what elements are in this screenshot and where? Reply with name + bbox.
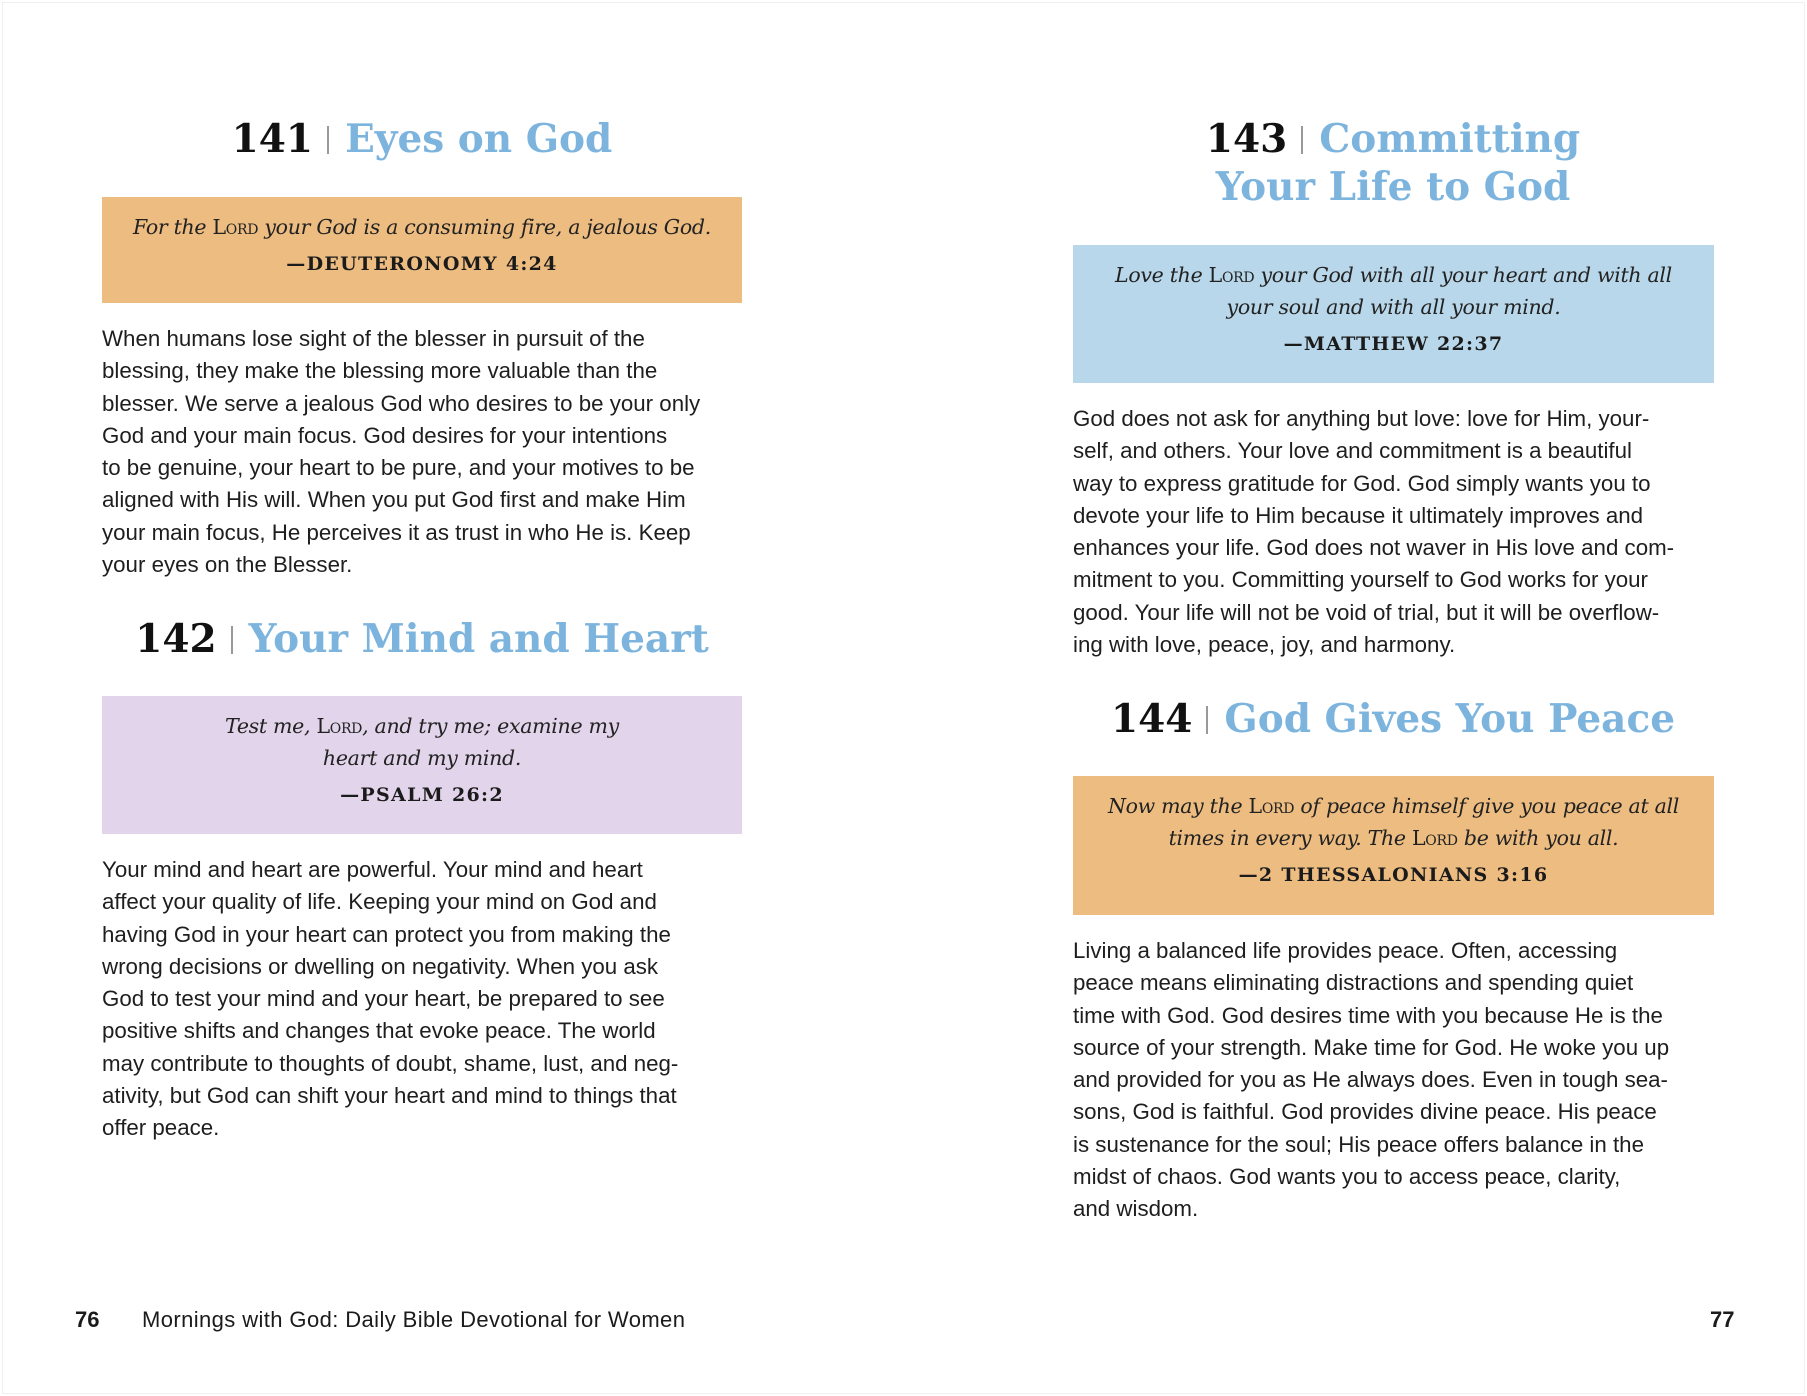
body-line: blesser. We serve a jealous God who desi… (102, 390, 701, 416)
body-line: ativity, but God can shift your heart an… (102, 1083, 677, 1109)
body-line: way to express gratitude for God. God si… (1073, 470, 1651, 496)
quote-text: For the (133, 215, 213, 239)
quote-lord: Lord (316, 714, 363, 738)
page-number-left: 76 (75, 1307, 100, 1332)
scripture-reference: —MATTHEW 22:37 (1283, 333, 1504, 355)
body-line: source of your strength. Make time for G… (1073, 1034, 1670, 1060)
entry-title: Committing (1319, 116, 1581, 162)
entry-body: Your mind and heart are powerful. Your m… (102, 854, 678, 1145)
divider (1206, 706, 1209, 734)
scripture-quote: Test me, Lord, and try me; examine my he… (102, 710, 742, 774)
body-line: God to test your mind and your heart, be… (102, 986, 665, 1012)
entry-title: Eyes on God (345, 116, 613, 162)
body-line: midst of chaos. God wants you to access … (1073, 1164, 1621, 1190)
scripture-box: Now may the Lord of peace himself give y… (1073, 776, 1714, 915)
entry-body: God does not ask for anything but love: … (1073, 403, 1674, 661)
divider (1301, 126, 1304, 154)
running-title: Mornings with God: Daily Bible Devotiona… (142, 1307, 686, 1332)
quote-lord: Lord (1208, 263, 1255, 287)
body-line: enhances your life. God does not waver i… (1073, 535, 1675, 561)
entry-heading-144: 144 God Gives You Peace (1073, 695, 1713, 743)
scripture-reference: —DEUTERONOMY 4:24 (286, 253, 558, 275)
body-line: self, and others. Your love and commitme… (1073, 438, 1632, 464)
body-line: your main focus, He perceives it as trus… (102, 519, 691, 545)
body-line: Your mind and heart are powerful. Your m… (102, 857, 643, 882)
quote-text: be with you all. (1457, 826, 1619, 850)
body-line: blessing, they make the blessing more va… (102, 358, 658, 384)
scripture-quote: Love the Lord your God with all your hea… (1073, 259, 1714, 323)
body-line: God and your main focus. God desires for… (102, 422, 668, 448)
body-line: aligned with His will. When you put God … (102, 487, 686, 513)
entry-title: God Gives You Peace (1224, 696, 1676, 742)
body-line: peace means eliminating distractions and… (1073, 970, 1634, 996)
body-line: devote your life to Him because it ultim… (1073, 502, 1644, 528)
scripture-quote: For the Lord your God is a consuming fir… (102, 211, 742, 243)
quote-text: Now may the (1107, 794, 1249, 818)
entry-number: 144 (1110, 696, 1193, 742)
entry-number: 141 (231, 116, 314, 162)
body-line: When humans lose sight of the blesser in… (102, 326, 645, 351)
body-line: sons, God is faithful. God provides divi… (1073, 1099, 1657, 1125)
body-line: time with God. God desires time with you… (1073, 1002, 1663, 1028)
scripture-box: Love the Lord your God with all your hea… (1073, 245, 1714, 383)
body-line: affect your quality of life. Keeping you… (102, 889, 657, 915)
quote-text: your God is a consuming fire, a jealous … (258, 215, 711, 239)
scripture-reference: —2 THESSALONIANS 3:16 (1238, 864, 1549, 886)
body-line: wrong decisions or dwelling on negativit… (102, 953, 659, 979)
entry-body: When humans lose sight of the blesser in… (102, 323, 700, 581)
body-line: is sustenance for the soul; His peace of… (1073, 1131, 1644, 1157)
scripture-quote: Now may the Lord of peace himself give y… (1073, 790, 1714, 854)
body-line: God does not ask for anything but love: … (1073, 406, 1650, 431)
page-number-right: 77 (1710, 1307, 1735, 1332)
body-line: offer peace. (102, 1115, 220, 1141)
entry-title: Your Life to God (1215, 164, 1571, 210)
body-line: good. Your life will not be void of tria… (1073, 599, 1660, 625)
quote-text: , and try me; examine my (362, 714, 619, 738)
body-line: to be genuine, your heart to be pure, an… (102, 455, 695, 481)
entry-title: Your Mind and Heart (248, 616, 709, 662)
quote-text: times in every way. The (1168, 826, 1412, 850)
body-line: and wisdom. (1073, 1196, 1199, 1222)
quote-text: heart and my mind. (322, 746, 522, 770)
divider (327, 126, 330, 154)
scripture-box: For the Lord your God is a consuming fir… (102, 197, 742, 303)
scripture-reference: —PSALM 26:2 (340, 784, 504, 806)
entry-body: Living a balanced life provides peace. O… (1073, 935, 1669, 1226)
quote-text: Test me, (225, 714, 317, 738)
quote-lord: Lord (1411, 826, 1458, 850)
body-line: ing with love, peace, joy, and harmony. (1073, 632, 1456, 658)
entry-number: 142 (135, 616, 217, 662)
body-line: mitment to you. Committing yourself to G… (1073, 567, 1648, 593)
quote-text: your soul and with all your mind. (1226, 295, 1561, 319)
quote-text: Love the (1115, 263, 1209, 287)
quote-text: your God with all your heart and with al… (1254, 263, 1673, 287)
body-line: Living a balanced life provides peace. O… (1073, 938, 1618, 963)
entry-heading-143: 143 Committing Your Life to God (1073, 115, 1713, 211)
scripture-box: Test me, Lord, and try me; examine my he… (102, 696, 742, 834)
body-line: positive shifts and changes that evoke p… (102, 1018, 656, 1044)
body-line: and provided for you as He always does. … (1073, 1067, 1668, 1093)
divider (230, 626, 233, 654)
body-line: your eyes on the Blesser. (102, 552, 353, 578)
entry-heading-142: 142 Your Mind and Heart (102, 615, 742, 663)
quote-lord: Lord (1248, 794, 1295, 818)
entry-number: 143 (1205, 116, 1288, 162)
body-line: may contribute to thoughts of doubt, sha… (102, 1050, 679, 1076)
entry-heading-141: 141 Eyes on God (102, 115, 742, 163)
quote-text: of peace himself give you peace at all (1294, 794, 1680, 818)
body-line: having God in your heart can protect you… (102, 921, 671, 947)
quote-lord: Lord (212, 215, 259, 239)
